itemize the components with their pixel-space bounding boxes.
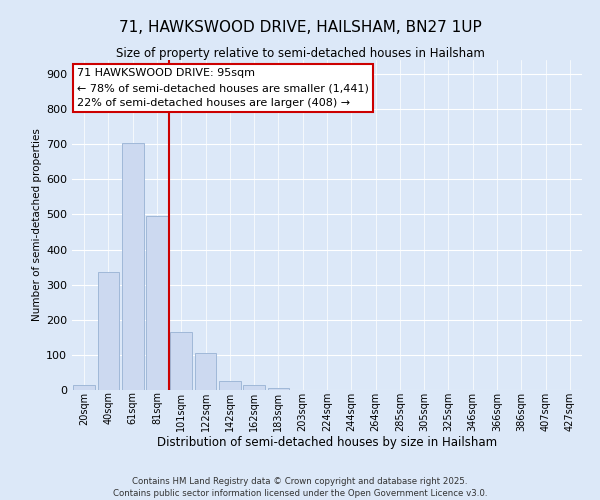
- Text: Contains HM Land Registry data © Crown copyright and database right 2025.
Contai: Contains HM Land Registry data © Crown c…: [113, 476, 487, 498]
- Bar: [170, 332, 192, 390]
- Bar: [122, 142, 143, 390]
- Bar: [194, 353, 217, 390]
- Text: 71, HAWKSWOOD DRIVE, HAILSHAM, BN27 1UP: 71, HAWKSWOOD DRIVE, HAILSHAM, BN27 1UP: [119, 20, 481, 35]
- Bar: [268, 388, 289, 390]
- Bar: [219, 381, 241, 390]
- Text: 71 HAWKSWOOD DRIVE: 95sqm
← 78% of semi-detached houses are smaller (1,441)
22% : 71 HAWKSWOOD DRIVE: 95sqm ← 78% of semi-…: [77, 68, 369, 108]
- Bar: [73, 386, 95, 390]
- X-axis label: Distribution of semi-detached houses by size in Hailsham: Distribution of semi-detached houses by …: [157, 436, 497, 450]
- Bar: [243, 384, 265, 390]
- Bar: [97, 272, 119, 390]
- Bar: [146, 216, 168, 390]
- Y-axis label: Number of semi-detached properties: Number of semi-detached properties: [32, 128, 42, 322]
- Text: Size of property relative to semi-detached houses in Hailsham: Size of property relative to semi-detach…: [116, 48, 484, 60]
